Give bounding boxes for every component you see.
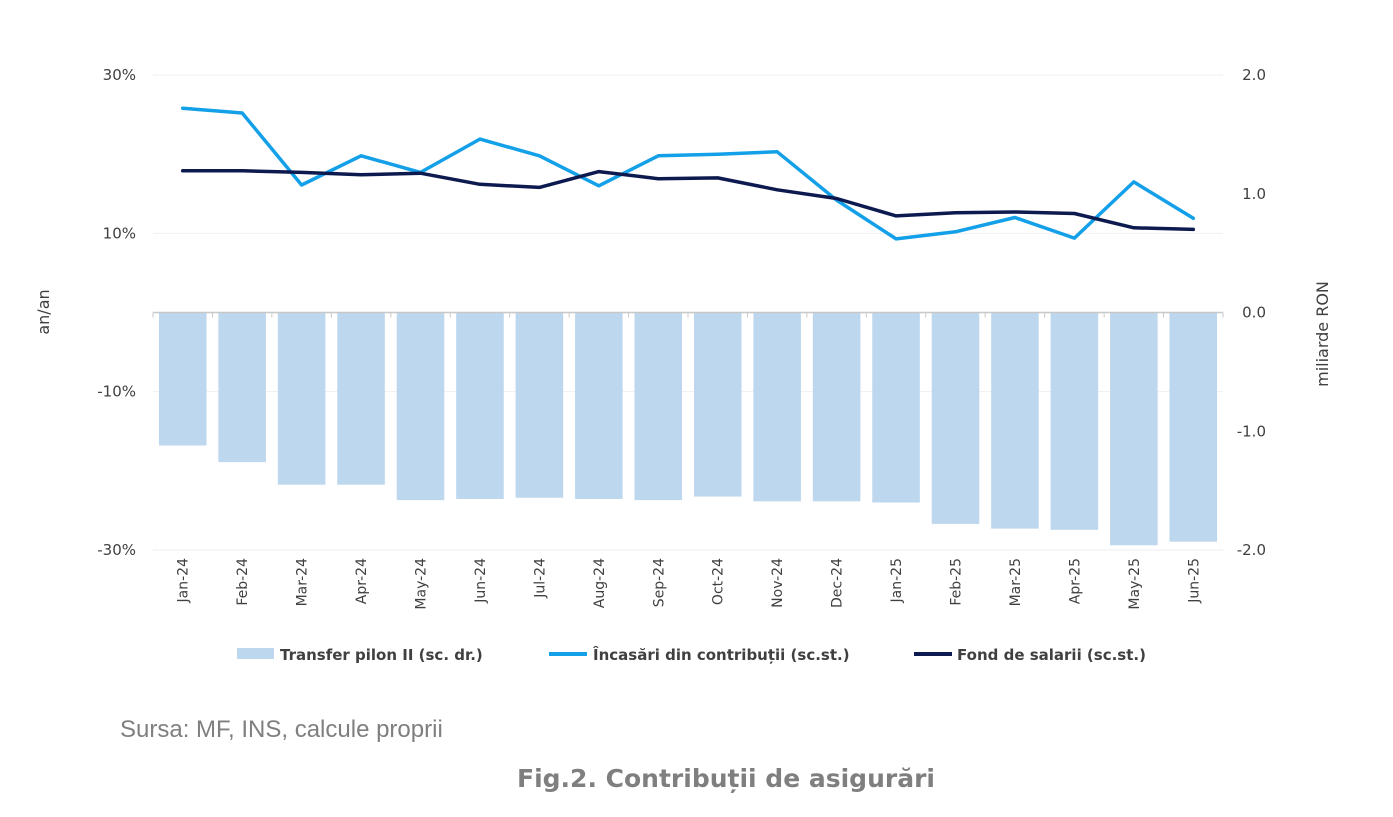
line-incasari	[180, 106, 1196, 241]
grid-lines	[153, 74, 1223, 551]
right-tick-label: 1.0	[1242, 185, 1266, 203]
bar	[575, 312, 623, 499]
line-point	[478, 183, 482, 186]
bar	[456, 312, 504, 499]
line-point	[240, 169, 244, 172]
x-tick-label: Feb-25	[949, 558, 965, 606]
line-point	[716, 152, 719, 156]
right-axis-title: miliarde RON	[1313, 281, 1332, 387]
line-point	[954, 230, 957, 233]
line-point	[419, 171, 422, 175]
legend: Transfer pilon II (sc. dr.) Încasări din…	[237, 645, 1146, 664]
x-tick-label: May-24	[414, 558, 430, 610]
line-point	[1013, 216, 1017, 219]
x-tick-label: Mar-25	[1008, 558, 1024, 606]
line-point	[359, 154, 363, 157]
line-point	[597, 170, 601, 173]
bar	[1169, 312, 1218, 542]
line-point	[835, 197, 838, 200]
bar	[396, 312, 445, 501]
line-point	[1073, 212, 1076, 215]
bar	[693, 312, 742, 497]
line-fond-salarii	[180, 169, 1196, 232]
bar-series	[158, 312, 1218, 546]
line-point	[657, 177, 660, 180]
line-series	[180, 106, 1196, 241]
right-tick-label: 2.0	[1242, 66, 1266, 84]
x-tick-label: May-25	[1127, 558, 1143, 610]
line-point	[894, 214, 898, 218]
x-tick-label: Jun-25	[1186, 558, 1202, 604]
bar	[753, 312, 801, 502]
bar	[1050, 312, 1099, 530]
line-point	[954, 211, 957, 214]
bar	[337, 312, 385, 485]
bar	[515, 312, 564, 498]
legend-swatch-transfer-pilon	[237, 648, 274, 659]
bar	[1110, 312, 1158, 546]
line-point	[657, 154, 660, 157]
line-point	[240, 111, 244, 115]
legend-label-transfer-pilon: Transfer pilon II (sc. dr.)	[280, 646, 483, 664]
line-point	[478, 137, 482, 141]
left-tick-label: 30%	[103, 66, 136, 84]
line-point	[775, 150, 779, 153]
line-point	[1132, 180, 1136, 184]
bar	[812, 312, 861, 502]
line-point	[359, 173, 363, 176]
left-tick-label: -10%	[97, 383, 136, 401]
left-axis-title: an/an	[34, 289, 53, 334]
line-point	[300, 171, 303, 174]
right-tick-label: -2.0	[1237, 541, 1266, 559]
x-tick-label: Jun-24	[473, 558, 489, 604]
line-point	[181, 169, 184, 172]
line-point	[1192, 228, 1195, 231]
line-point	[1192, 217, 1195, 220]
x-tick-label: Jan-24	[176, 558, 192, 604]
line-point	[894, 237, 898, 241]
x-tick-label: Apr-25	[1067, 558, 1083, 604]
line-point	[181, 107, 184, 110]
left-tick-label: -30%	[97, 541, 136, 559]
line-point	[538, 186, 541, 189]
left-tick-label: 10%	[103, 224, 136, 242]
x-tick-label: Dec-24	[830, 558, 846, 608]
line-point	[1013, 210, 1017, 214]
x-tick-label: Nov-24	[770, 558, 786, 608]
x-tick-label: Jan-25	[889, 558, 905, 603]
legend-label-fond-salarii: Fond de salarii (sc.st.)	[957, 646, 1146, 664]
bar	[634, 312, 683, 501]
right-tick-label: -1.0	[1237, 422, 1266, 440]
line-point	[1132, 226, 1136, 229]
x-tick-label: Jul-24	[532, 558, 548, 599]
bar	[277, 312, 326, 485]
line-point	[538, 154, 541, 157]
line-point	[775, 188, 779, 191]
tick-labels: 30% 10% -10% -30% 2.0 1.0 0.0 -1.0 -2.0 Jan-24 Feb…	[97, 66, 1266, 610]
x-tick-label: Oct-24	[711, 558, 727, 605]
bar	[931, 312, 980, 524]
line-point	[300, 183, 303, 187]
right-tick-label: 0.0	[1242, 304, 1266, 322]
x-tick-label: Aug-24	[592, 558, 608, 608]
figure-title: Fig.2. Contribuții de asigurări	[517, 764, 935, 793]
bar	[872, 312, 920, 503]
x-tick-label: Feb-24	[235, 558, 251, 606]
line-point	[1073, 236, 1076, 240]
line-point	[597, 184, 601, 188]
line-point	[716, 176, 719, 180]
source-note: Sursa: MF, INS, calcule proprii	[120, 716, 443, 743]
axes	[152, 311, 1224, 318]
bar	[991, 312, 1039, 529]
x-tick-label: Apr-24	[354, 558, 370, 604]
bar	[158, 312, 207, 446]
x-tick-label: Sep-24	[651, 558, 667, 607]
x-tick-label: Mar-24	[295, 558, 311, 606]
legend-label-incasari: Încasări din contribuții (sc.st.)	[593, 645, 850, 664]
bar	[218, 312, 266, 463]
